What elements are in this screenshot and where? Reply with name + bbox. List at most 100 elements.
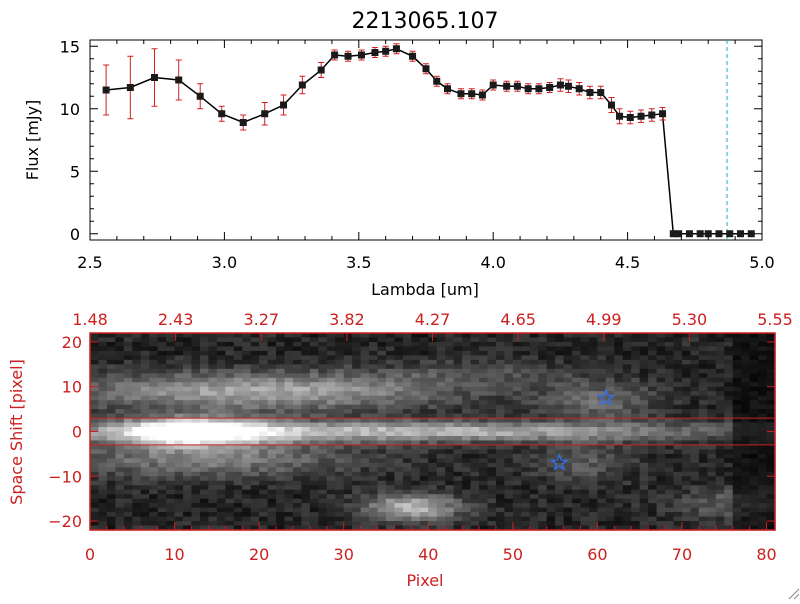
image-pixel	[724, 333, 734, 339]
image-pixel	[98, 453, 108, 459]
image-pixel	[479, 489, 489, 495]
image-pixel	[326, 409, 336, 415]
image-pixel	[749, 409, 759, 415]
image-pixel	[487, 355, 497, 361]
image-pixel	[563, 453, 573, 459]
image-pixel	[250, 453, 260, 459]
image-pixel	[631, 489, 641, 495]
image-pixel	[259, 333, 269, 339]
image-pixel	[766, 516, 776, 522]
image-pixel	[402, 444, 412, 451]
image-pixel	[741, 377, 751, 383]
image-pixel	[639, 458, 649, 464]
image-pixel	[123, 364, 133, 370]
image-pixel	[174, 467, 184, 473]
image-pixel	[428, 418, 438, 424]
image-pixel	[98, 512, 108, 518]
image-pixel	[199, 382, 209, 388]
image-pixel	[292, 480, 303, 486]
image-pixel	[546, 462, 556, 468]
image-pixel	[352, 364, 362, 370]
image-pixel	[605, 471, 615, 477]
image-pixel	[335, 373, 345, 379]
y-tick-label: 5	[70, 162, 80, 181]
image-pixel	[225, 440, 235, 446]
image-pixel	[267, 350, 277, 356]
image-pixel	[656, 449, 666, 455]
image-pixel	[453, 395, 463, 401]
image-pixel	[715, 355, 725, 361]
image-pixel	[715, 422, 725, 428]
image-pixel	[766, 449, 776, 455]
image-pixel	[656, 471, 666, 477]
image-pixel	[572, 409, 582, 415]
image-pixel	[538, 346, 548, 352]
image-pixel	[521, 355, 531, 361]
image-pixel	[715, 395, 725, 401]
data-point	[382, 47, 390, 55]
top-tick-label: 5.55	[757, 310, 793, 329]
image-pixel	[766, 471, 776, 477]
data-point	[586, 89, 594, 96]
image-pixel	[318, 431, 328, 437]
image-pixel	[715, 404, 725, 410]
image-pixel	[276, 395, 286, 401]
resize-grip-icon[interactable]	[786, 586, 800, 600]
image-pixel	[707, 512, 717, 518]
image-pixel	[267, 444, 277, 451]
image-pixel	[199, 458, 209, 464]
image-pixel	[419, 350, 429, 356]
image-pixel	[639, 404, 649, 410]
image-pixel	[385, 373, 396, 379]
image-pixel	[580, 337, 590, 343]
image-pixel	[385, 476, 396, 482]
image-pixel	[656, 395, 666, 401]
image-pixel	[605, 364, 615, 370]
image-pixel	[208, 525, 218, 531]
image-pixel	[605, 444, 615, 451]
data-point	[298, 81, 306, 89]
image-pixel	[343, 458, 353, 464]
image-pixel	[174, 503, 184, 509]
image-pixel	[292, 427, 303, 433]
image-pixel	[301, 444, 311, 451]
image-pixel	[428, 400, 438, 406]
image-pixel	[622, 418, 632, 424]
image-pixel	[436, 476, 446, 482]
image-pixel	[580, 386, 590, 392]
image-pixel	[106, 444, 116, 451]
image-pixel	[343, 373, 353, 379]
image-pixel	[402, 471, 412, 477]
image-pixel	[563, 409, 573, 415]
image-pixel	[749, 382, 759, 388]
image-pixel	[462, 346, 472, 352]
image-pixel	[538, 418, 548, 424]
image-pixel	[521, 453, 531, 459]
image-pixel	[411, 337, 421, 343]
image-pixel	[572, 400, 582, 406]
image-pixel	[419, 498, 429, 504]
image-pixel	[284, 409, 294, 415]
image-pixel	[546, 364, 556, 370]
image-pixel	[732, 449, 742, 455]
image-pixel	[453, 341, 463, 348]
image-pixel	[512, 409, 522, 415]
image-pixel	[665, 503, 675, 509]
image-pixel	[199, 395, 209, 401]
image-pixel	[411, 467, 421, 473]
image-pixel	[157, 449, 167, 455]
image-pixel	[715, 476, 725, 482]
image-pixel	[149, 503, 159, 509]
image-pixel	[673, 359, 683, 365]
image-pixel	[199, 467, 209, 473]
image-pixel	[555, 422, 565, 428]
image-pixel	[216, 400, 226, 406]
image-pixel	[174, 476, 184, 482]
image-pixel	[470, 364, 480, 370]
image-pixel	[140, 462, 150, 468]
image-pixel	[470, 471, 480, 477]
image-pixel	[174, 485, 184, 491]
image-pixel	[631, 476, 641, 482]
image-pixel	[749, 471, 759, 477]
image-pixel	[462, 359, 472, 365]
